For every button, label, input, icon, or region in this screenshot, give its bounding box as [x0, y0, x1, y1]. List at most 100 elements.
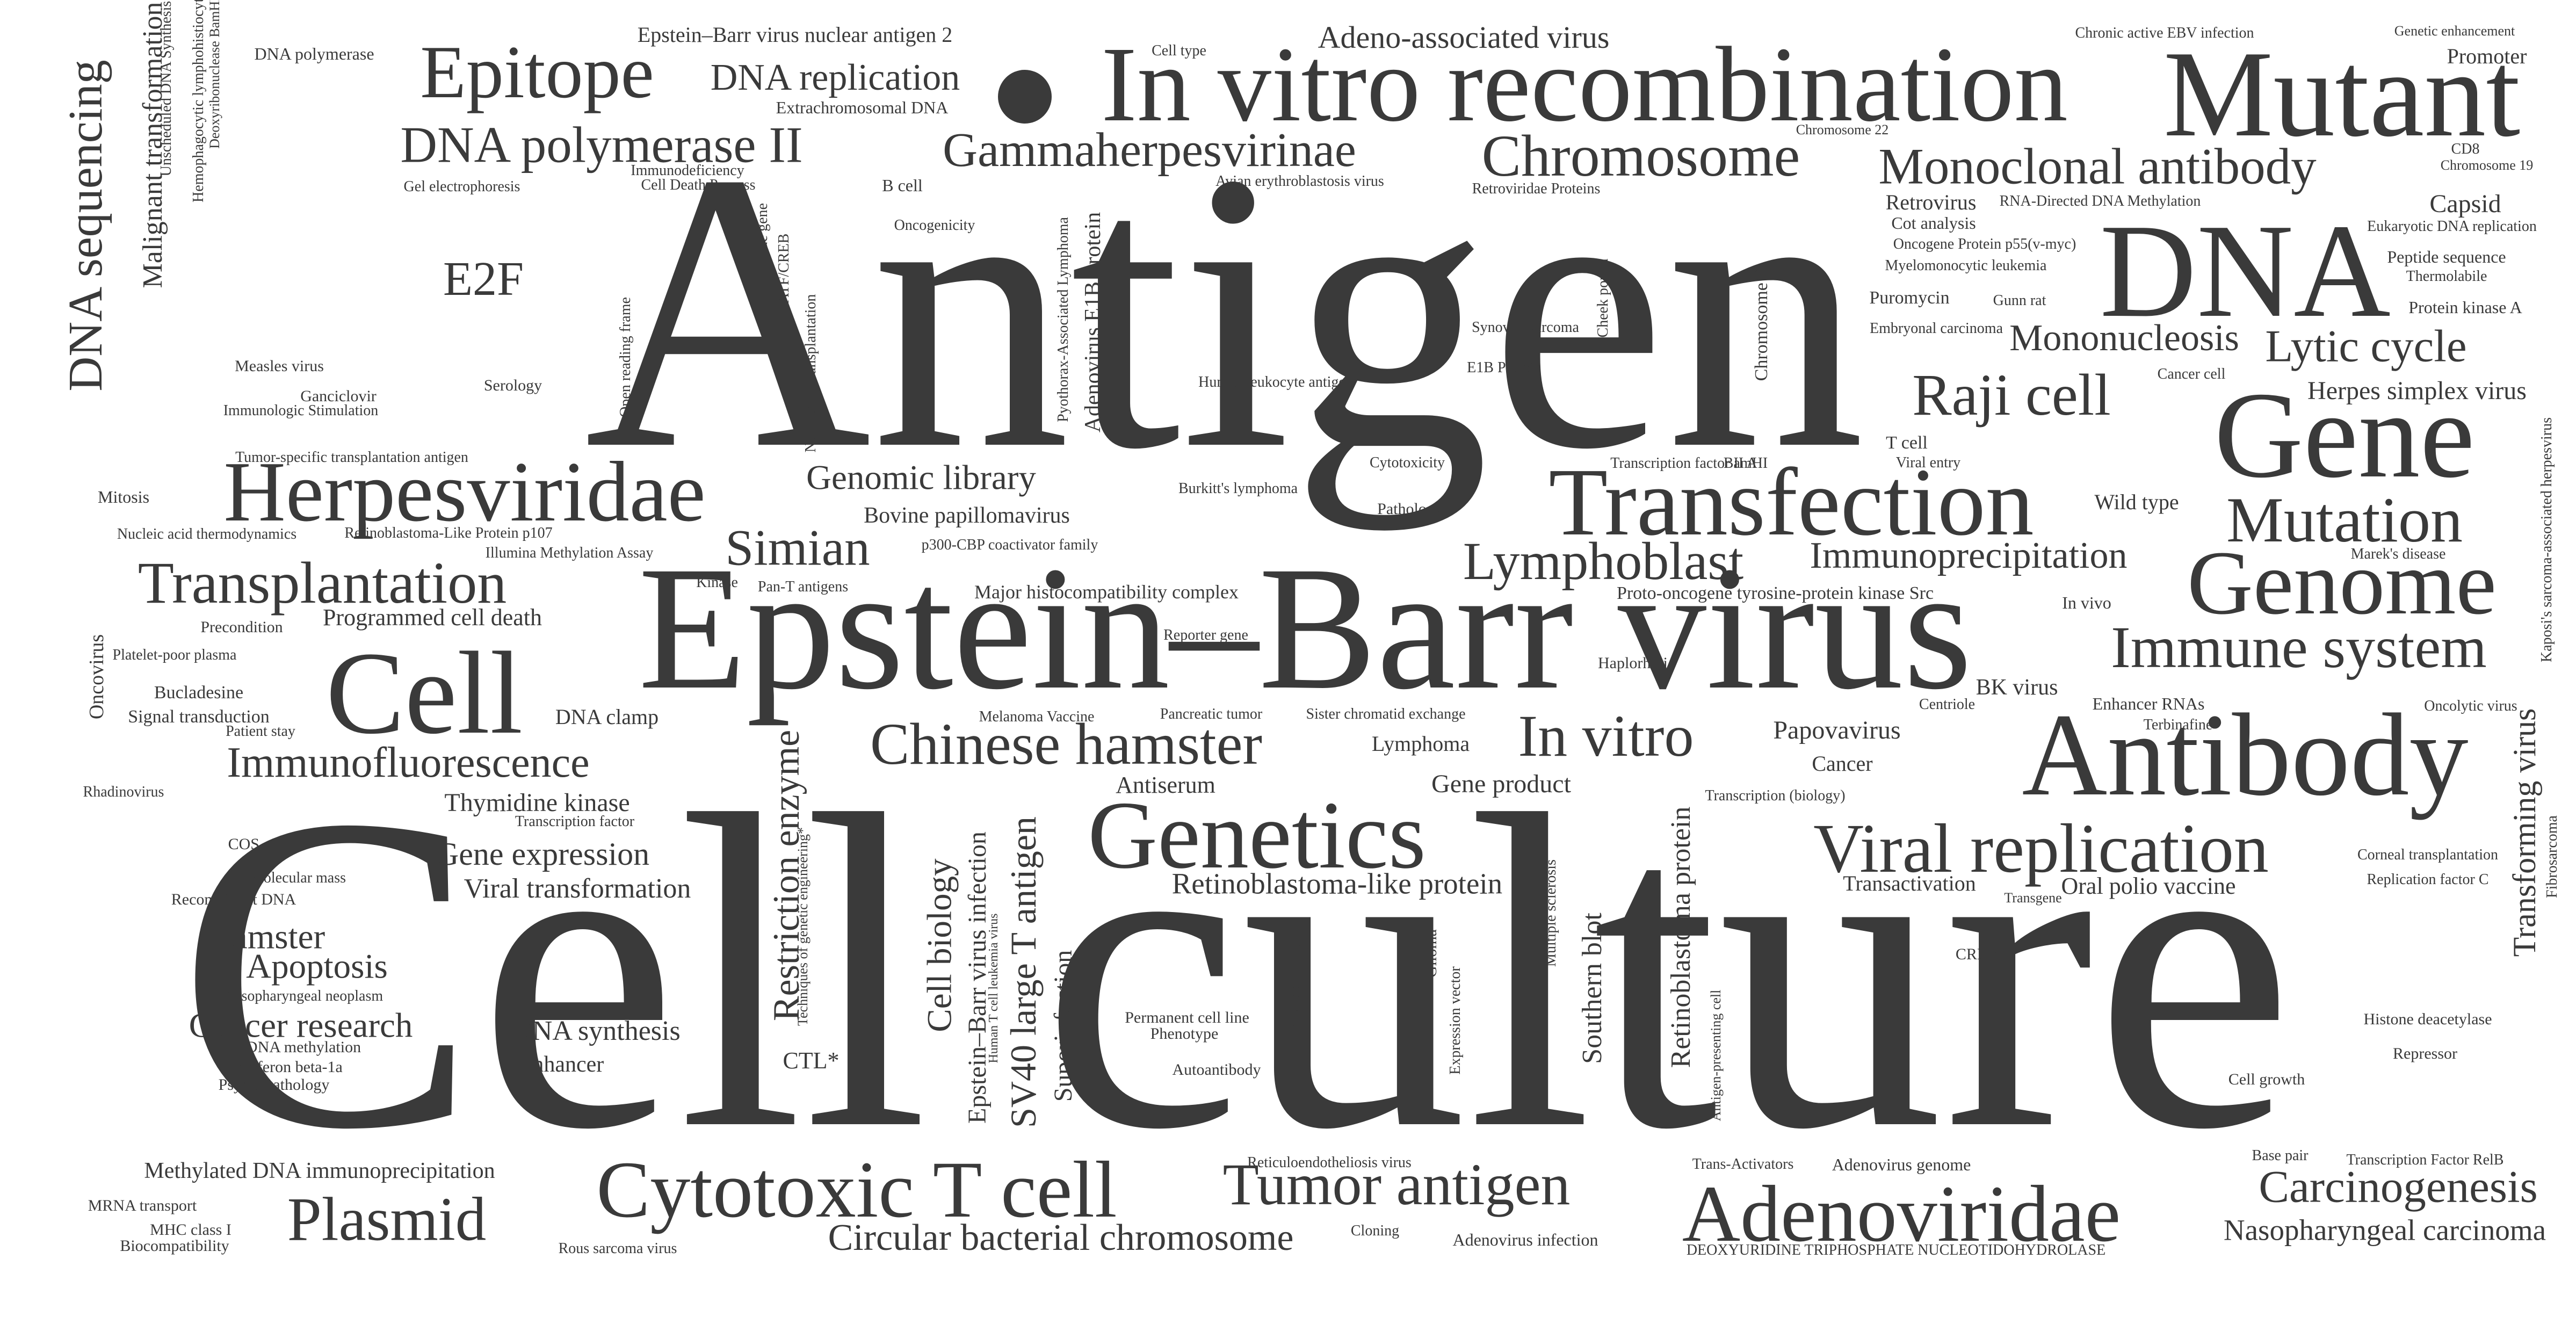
word: Proto-oncogene tyrosine-protein kinase S… [1616, 583, 1934, 603]
word: MHC class I [150, 1221, 231, 1239]
word: Pancreatic tumor [1160, 706, 1263, 722]
word: Transgene [2004, 890, 2062, 906]
word: DNA clamp [555, 705, 659, 729]
word: Chinese hamster [870, 711, 1263, 777]
word: Immunoprecipitation [1810, 535, 2128, 576]
word: Transactivation [1843, 871, 1976, 895]
word: Pathology [1377, 500, 1443, 518]
word: p300-CBP coactivator family [921, 537, 1098, 553]
word: Bovine papillomavirus [864, 503, 1070, 528]
word: Kaposi's sarcoma-associated herpesvirus [2538, 417, 2555, 663]
word: Simian [725, 519, 870, 576]
word: Thymidine kinase [444, 788, 630, 817]
word: Genome [2187, 532, 2497, 633]
word: Papovavirus [1773, 716, 1901, 744]
word: Adenoviridae [1682, 1169, 2121, 1258]
word: Autoantibody [1172, 1061, 1261, 1079]
word: DNA [2100, 197, 2391, 345]
word: Cell type [1152, 42, 1206, 59]
word: Rhadinovirus [83, 784, 164, 800]
word: Transcription (biology) [1705, 787, 1846, 804]
word: Base pair [2252, 1147, 2309, 1164]
word: Patient stay [226, 723, 295, 740]
word: Immune system [2111, 614, 2487, 680]
word: Melanoma Vaccine [979, 708, 1095, 725]
word: Major histocompatibility complex [974, 581, 1239, 603]
word: Genetic enhancement [2394, 23, 2515, 39]
word: CREB [1955, 945, 1998, 963]
word: Sister chromatid exchange [1306, 706, 1466, 722]
word: Tumor antigen [1222, 1152, 1571, 1217]
word: Ganciclovir [300, 387, 377, 405]
word: Techniques of genetic engineering* [795, 827, 811, 1026]
word: Signal transduction [128, 707, 270, 727]
word: Embryonal carcinoma [1869, 320, 2003, 337]
word: Herpesviridae [223, 444, 706, 539]
word: Marek's disease [2350, 546, 2446, 562]
word: Biocompatibility [120, 1237, 229, 1255]
word: Repressor [2393, 1045, 2457, 1062]
bullet-dot [998, 70, 1052, 124]
word: Viral transformation [464, 873, 691, 904]
word: Illumina Methylation Assay [485, 545, 654, 561]
word: Transcription factor II A [1610, 455, 1757, 472]
word: Neoplasm Transplantation [802, 294, 819, 453]
word: Oncovirus [85, 634, 108, 720]
word: Mutant [2163, 25, 2521, 162]
word: Terbinafine [2143, 717, 2213, 733]
word: Cell [325, 627, 523, 758]
word: Cell growth [2228, 1070, 2305, 1088]
word: Enhancer [518, 1052, 604, 1077]
word: Platelet-poor plasma [112, 647, 237, 663]
word: Oncogene Protein p55(v-myc) [1893, 236, 2076, 252]
word: Epstein–Barr virus nuclear antigen 2 [637, 23, 953, 47]
word: Tumor-specific transplantation antigen [235, 449, 468, 466]
word: DNA replication [710, 57, 960, 98]
word: Pan-T antigens [757, 578, 849, 595]
word: Psychopathology [218, 1076, 330, 1094]
word: E1B Protein [1467, 359, 1541, 376]
word: T cell [1886, 433, 1928, 453]
word: HEK 293 cells [1290, 943, 1307, 1039]
word: Chromosome 19 [2440, 157, 2534, 173]
word: Gene [2214, 366, 2475, 503]
word: Human T cell leukemia virus [987, 913, 1001, 1063]
word: Phenotype [1150, 1025, 1219, 1043]
word: Cloning [1350, 1222, 1400, 1239]
word: Myelomonocytic leukemia [1885, 257, 2047, 274]
word: Southern blot [1577, 913, 1608, 1064]
word: Extrachromosomal DNA [776, 98, 949, 117]
word: Measles virus [235, 357, 324, 375]
word: DNA methylation [245, 1038, 361, 1056]
word: Pyothorax-Associated Lymphoma [1055, 217, 1072, 422]
word: Unscheduled DNA Synthesis [158, 1, 175, 177]
word: Nucleic acid thermodynamics [117, 526, 297, 542]
word: Genomic library [806, 458, 1036, 497]
word: Deoxyribonuclease BamHI [207, 0, 222, 149]
word: Immunologic Stimulation [223, 402, 379, 419]
word: Viral replication [1813, 810, 2269, 887]
word: DNA sequencing [59, 60, 112, 392]
word: Mitosis [97, 487, 150, 507]
word: Cot analysis [1891, 213, 1976, 233]
word: Rous sarcoma virus [558, 1240, 677, 1257]
word: Corneal transplantation [2357, 847, 2499, 863]
word: Retinoblastoma-Like Protein p107 [344, 525, 553, 541]
word: Retinoblastoma-like protein 1 [1171, 867, 1525, 900]
word: Epitope [420, 31, 654, 114]
word: E2F [443, 252, 524, 306]
word: Transforming virus [2507, 708, 2542, 957]
word: Immunodeficiency [631, 162, 744, 179]
word: Transplantation [138, 550, 507, 616]
word: Gammaherpesvirinae [943, 124, 1356, 177]
word: Adenovirus genome [1832, 1155, 1971, 1174]
word: CD8 [2451, 141, 2480, 157]
word: Immunofluorescence [227, 739, 590, 786]
word: Avian erythroblastosis virus [1215, 173, 1384, 190]
word: Antigen [584, 91, 1865, 531]
word: B cell [882, 176, 923, 195]
word: Interferon beta-1a [227, 1058, 343, 1076]
word: Gene product [1431, 770, 1571, 798]
word: Retrovirus [1885, 190, 1977, 214]
word: Suicide gene [754, 203, 771, 280]
